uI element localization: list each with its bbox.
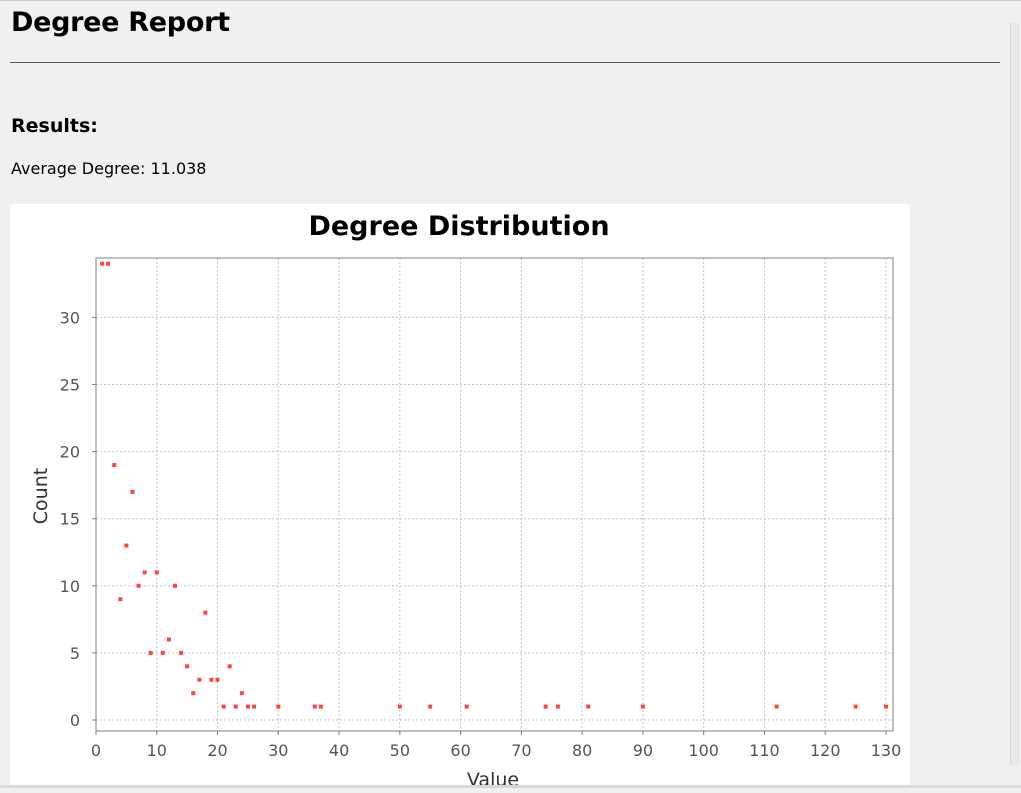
x-tick-label: 40 xyxy=(329,741,349,760)
x-tick-label: 30 xyxy=(268,741,288,760)
data-point xyxy=(252,704,256,709)
data-point xyxy=(209,677,214,682)
data-point xyxy=(853,704,858,709)
chart-svg: Degree Distribution 0 10 20 30 40 50 60 70 80 90 1… xyxy=(30,211,902,791)
report-title: Degree Report xyxy=(11,7,230,38)
data-point xyxy=(233,704,238,709)
data-point xyxy=(312,704,317,709)
data-point xyxy=(100,261,105,266)
y-tick-label: 0 xyxy=(70,711,80,730)
data-point xyxy=(884,704,888,709)
data-point xyxy=(215,677,220,682)
data-point xyxy=(203,610,208,615)
x-tick-label: 60 xyxy=(450,741,470,760)
average-degree-text: Average Degree: 11.038 xyxy=(11,159,207,178)
x-tick-label: 130 xyxy=(871,741,902,760)
data-point xyxy=(173,583,177,588)
data-point xyxy=(221,704,226,709)
x-tick-label: 100 xyxy=(688,741,719,760)
data-points xyxy=(100,261,888,709)
degree-distribution-chart: Degree Distribution 0 10 20 30 40 50 60 70 80 90 1… xyxy=(10,204,910,791)
title-divider xyxy=(10,62,1000,63)
data-point xyxy=(142,570,147,575)
data-point xyxy=(428,704,433,709)
data-point xyxy=(106,261,111,266)
data-point xyxy=(245,704,250,709)
y-tick-label: 20 xyxy=(60,443,80,462)
vertical-scrollbar[interactable] xyxy=(1010,23,1020,765)
x-tick-label: 0 xyxy=(91,741,101,760)
data-point xyxy=(154,570,159,575)
data-point xyxy=(130,489,135,494)
data-point xyxy=(136,583,141,588)
data-point xyxy=(148,650,153,655)
x-tick-label: 90 xyxy=(633,741,653,760)
data-point xyxy=(555,704,560,709)
data-point xyxy=(464,704,469,709)
data-point xyxy=(179,650,184,655)
data-point xyxy=(166,637,171,642)
y-tick-label: 10 xyxy=(60,577,80,596)
data-point xyxy=(191,691,196,696)
chart-title: Degree Distribution xyxy=(308,211,609,242)
y-tick-label: 5 xyxy=(70,644,80,663)
data-point xyxy=(160,650,165,655)
x-tick-label: 10 xyxy=(147,741,167,760)
data-point xyxy=(239,691,244,696)
plot-frame xyxy=(95,257,894,732)
x-tick-label: 70 xyxy=(511,741,531,760)
data-point xyxy=(112,463,117,468)
axis-ticks: 0 10 20 30 40 50 60 70 80 90 100 110 120 130 0 5 10 15 20 2… xyxy=(60,308,902,760)
data-point xyxy=(397,704,402,709)
data-point xyxy=(227,664,232,669)
results-heading: Results: xyxy=(11,115,98,137)
data-point xyxy=(185,664,190,669)
y-tick-label: 25 xyxy=(60,376,80,395)
data-point xyxy=(276,704,281,709)
y-axis-label: Count xyxy=(30,468,52,524)
data-point xyxy=(197,677,202,682)
data-point xyxy=(543,704,548,709)
x-tick-label: 20 xyxy=(207,741,227,760)
data-point xyxy=(774,704,779,709)
x-tick-label: 80 xyxy=(572,741,592,760)
data-point xyxy=(118,597,123,602)
data-point xyxy=(124,543,129,548)
data-point xyxy=(640,704,645,709)
chart-grid xyxy=(95,258,893,731)
data-point xyxy=(586,704,591,709)
x-tick-label: 110 xyxy=(749,741,780,760)
data-point xyxy=(318,704,323,709)
x-tick-label: 50 xyxy=(390,741,410,760)
x-tick-label: 120 xyxy=(810,741,841,760)
y-tick-label: 15 xyxy=(60,510,80,529)
y-tick-label: 30 xyxy=(60,308,80,327)
